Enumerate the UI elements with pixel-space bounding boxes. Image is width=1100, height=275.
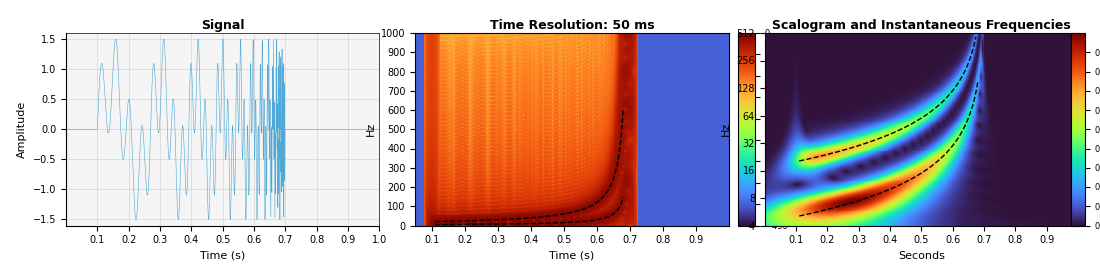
Title: Signal: Signal <box>201 19 244 32</box>
Title: Time Resolution: 50 ms: Time Resolution: 50 ms <box>490 19 654 32</box>
X-axis label: Time (s): Time (s) <box>549 251 595 261</box>
Y-axis label: Power (dB): Power (dB) <box>794 103 804 156</box>
Title: Scalogram and Instantaneous Frequencies: Scalogram and Instantaneous Frequencies <box>772 19 1070 32</box>
Y-axis label: Amplitude: Amplitude <box>18 101 28 158</box>
Y-axis label: Hz: Hz <box>720 122 730 136</box>
X-axis label: Seconds: Seconds <box>898 251 945 261</box>
Y-axis label: Hz: Hz <box>365 122 375 136</box>
X-axis label: Time (s): Time (s) <box>200 251 245 261</box>
